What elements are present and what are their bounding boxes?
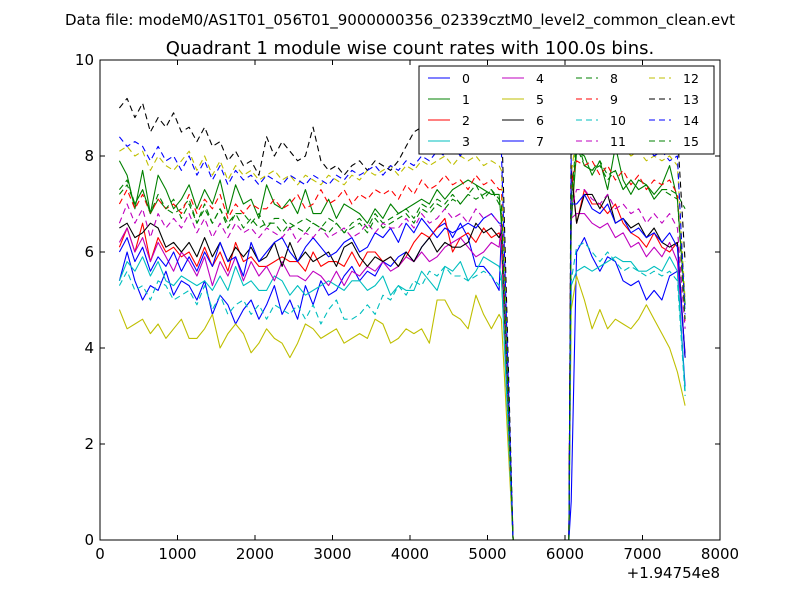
- x-tick-label: 5000: [468, 545, 506, 563]
- series-line-9: [118, 160, 686, 541]
- series-line-5: [118, 275, 686, 541]
- x-tick-label: 1000: [158, 545, 196, 563]
- legend-label-14: 14: [683, 113, 699, 128]
- legend-label-12: 12: [683, 71, 699, 86]
- y-tick-label: 4: [84, 339, 94, 357]
- legend-label-4: 4: [536, 71, 544, 86]
- x-tick-label: 8000: [701, 545, 739, 563]
- series-line-11: [118, 189, 686, 541]
- legend-label-3: 3: [462, 134, 470, 149]
- x-tick-label: 6000: [546, 545, 584, 563]
- x-tick-label: 4000: [391, 545, 429, 563]
- x-tick-label: 7000: [623, 545, 661, 563]
- legend-box: [418, 65, 715, 155]
- legend-label-11: 11: [610, 134, 626, 149]
- legend-label-13: 13: [683, 92, 699, 107]
- y-tick-label: 8: [84, 147, 94, 165]
- legend-label-2: 2: [462, 113, 470, 128]
- series-line-1: [118, 145, 686, 541]
- x-offset-label: +1.94754e8: [627, 564, 720, 582]
- series-lines: [118, 78, 686, 541]
- x-tick-label: 3000: [313, 545, 351, 563]
- legend-label-8: 8: [610, 71, 618, 86]
- x-tick-label: 0: [95, 545, 105, 563]
- legend-label-0: 0: [462, 71, 470, 86]
- y-tick-label: 0: [84, 531, 94, 549]
- series-line-15: [118, 145, 686, 541]
- series-line-6: [119, 169, 686, 541]
- legend-label-6: 6: [536, 113, 544, 128]
- y-tick-label: 2: [84, 435, 94, 453]
- series-line-10: [118, 241, 686, 541]
- legend-label-1: 1: [462, 92, 470, 107]
- legend-label-15: 15: [683, 134, 699, 149]
- legend-label-9: 9: [610, 92, 618, 107]
- legend-label-10: 10: [610, 113, 626, 128]
- series-line-13: [118, 78, 686, 541]
- legend-label-7: 7: [536, 134, 544, 149]
- y-tick-label: 6: [84, 243, 94, 261]
- data-file-label: Data file: modeM0/AS1T01_056T01_90000003…: [65, 11, 735, 30]
- chart-title: Quadrant 1 module wise count rates with …: [166, 38, 655, 59]
- legend-label-5: 5: [536, 92, 544, 107]
- x-axis: 0 1000 2000 3000 4000 5000 6000 7000 8000: [95, 60, 739, 563]
- x-tick-label: 2000: [236, 545, 274, 563]
- series-line-3: [118, 256, 686, 541]
- y-tick-label: 10: [75, 51, 94, 69]
- series-line-7: [118, 193, 686, 541]
